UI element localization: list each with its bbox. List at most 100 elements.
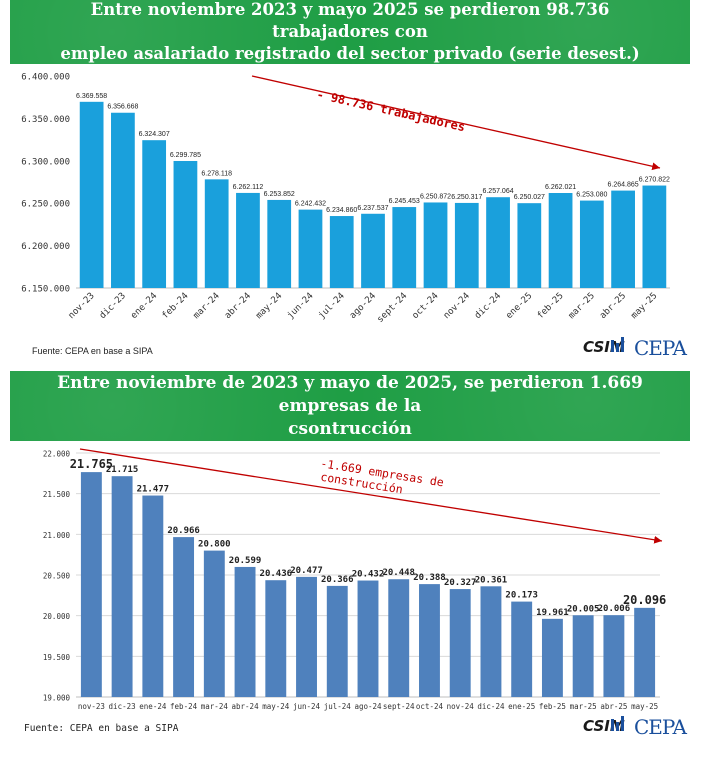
data-label: 20.432 xyxy=(352,570,385,580)
bar xyxy=(419,584,440,697)
x-tick-label: ene-25 xyxy=(508,702,535,711)
bar xyxy=(388,579,410,697)
data-label: 6.253.852 xyxy=(264,191,295,198)
bar xyxy=(517,203,542,288)
x-tick-label: abr-24 xyxy=(223,291,253,321)
data-label: 20.327 xyxy=(444,578,477,588)
x-tick-label: ene-25 xyxy=(504,291,534,321)
title-line-1: Entre noviembre 2023 y mayo 2025 se perd… xyxy=(90,0,610,41)
data-label: 20.388 xyxy=(413,573,446,583)
data-label: 20.448 xyxy=(382,568,415,578)
chart-title-banner: Entre noviembre 2023 y mayo 2025 se perd… xyxy=(10,0,690,64)
data-label: 6.264.865 xyxy=(608,182,639,189)
x-tick-label: abr-25 xyxy=(598,291,628,321)
x-tick-label: ago-24 xyxy=(354,702,382,711)
bar xyxy=(611,190,635,288)
data-label: 19.961 xyxy=(536,608,569,618)
chart-area: 6.150.000 6.200.000 6.250.000 6.300.000 6.35… xyxy=(10,64,690,370)
bar xyxy=(142,140,167,288)
svg-text:CSIM: CSIM xyxy=(583,338,625,356)
logos: CSIM CEPA xyxy=(582,334,687,360)
title-line-2: csontrucción xyxy=(288,418,412,439)
bar xyxy=(265,580,287,697)
data-label: 6.356.668 xyxy=(107,104,138,111)
data-label: 6.250.872 xyxy=(420,193,451,200)
y-tick-label: 19.000 xyxy=(43,694,71,703)
data-label: 20.599 xyxy=(229,556,262,566)
y-tick-label: 21.500 xyxy=(43,490,71,499)
x-tick-label: feb-24 xyxy=(160,291,190,321)
x-tick-label: jun-24 xyxy=(286,291,316,321)
data-label: 6.369.558 xyxy=(76,93,107,100)
x-tick-label: feb-25 xyxy=(536,291,566,321)
x-tick-label: jun-24 xyxy=(293,702,321,711)
x-tick-label: may-24 xyxy=(254,291,284,321)
bar-chart-companies: 19.000 19.500 20.000 20.500 21.000 21.500 22.0… xyxy=(43,448,666,711)
svg-text:CSIM: CSIM xyxy=(583,717,625,735)
csim-logo: CSIM xyxy=(582,334,626,358)
data-label: 20.436 xyxy=(260,569,293,579)
x-tick-label: mar-24 xyxy=(201,702,229,711)
x-tick-label: ene-24 xyxy=(129,291,159,321)
title-line-2: empleo asalariado registrado del sector … xyxy=(60,44,640,63)
bar xyxy=(326,585,348,697)
bar xyxy=(423,202,448,288)
x-tick-label: mar-25 xyxy=(567,291,597,321)
data-label: 6.234.860 xyxy=(326,207,357,214)
x-tick-label: abr-25 xyxy=(600,702,627,711)
chart-panel-workers: Entre noviembre 2023 y mayo 2025 se perd… xyxy=(10,0,690,370)
x-tick-label: jul-24 xyxy=(317,291,347,321)
data-label: 21.477 xyxy=(137,485,170,495)
cepa-logo: CEPA xyxy=(634,715,687,739)
data-label: 20.477 xyxy=(290,566,323,576)
bar xyxy=(173,160,198,288)
title-line-1: Entre noviembre de 2023 y mayo de 2025, … xyxy=(57,372,643,416)
data-label: 6.324.307 xyxy=(139,131,170,138)
data-label: 6.250.027 xyxy=(514,194,545,201)
cepa-logo: CEPA xyxy=(634,336,687,360)
data-label: 6.253.080 xyxy=(576,192,607,199)
bar xyxy=(173,537,195,697)
data-label: 6.245.453 xyxy=(389,198,420,205)
data-label: 6.299.785 xyxy=(170,152,201,159)
data-label: 6.270.822 xyxy=(639,177,670,184)
data-label: 6.278.118 xyxy=(201,170,232,177)
y-tick-label: 21.000 xyxy=(43,531,71,540)
bar xyxy=(642,185,667,288)
data-label: 6.262.112 xyxy=(233,184,264,191)
bar xyxy=(111,476,133,697)
bar xyxy=(548,193,573,288)
x-tick-label: feb-24 xyxy=(170,702,198,711)
chart-title-banner: Entre noviembre de 2023 y mayo de 2025, … xyxy=(10,371,690,441)
x-tick-label: feb-25 xyxy=(539,702,566,711)
csim-logo: CSIM xyxy=(582,713,626,737)
data-label: 21.765 xyxy=(70,457,113,471)
bar xyxy=(267,199,292,288)
bar xyxy=(392,207,417,288)
bar xyxy=(79,101,104,288)
x-tick-label: sept-24 xyxy=(383,702,415,711)
y-tick-label: 19.500 xyxy=(43,653,71,662)
x-tick-label: sept-24 xyxy=(375,291,409,325)
data-label: 6.242.432 xyxy=(295,201,326,208)
data-label: 20.800 xyxy=(198,540,231,550)
logos: CSIM CEPA xyxy=(582,713,687,739)
data-label: 6.237.537 xyxy=(357,205,388,212)
data-label: 20.361 xyxy=(475,575,508,585)
bar xyxy=(329,216,354,288)
data-label: 20.366 xyxy=(321,575,354,585)
source-note: Fuente: CEPA en base a SIPA xyxy=(24,723,179,734)
annotation-text: - 98.736 trabajadores xyxy=(315,87,466,134)
trend-arrow xyxy=(251,75,661,171)
y-tick-label: 6.400.000 xyxy=(21,73,70,83)
bar xyxy=(142,495,164,697)
data-label: 20.173 xyxy=(505,591,538,601)
trend-arrow xyxy=(79,448,663,544)
bar xyxy=(357,580,379,697)
bar xyxy=(480,586,502,697)
chart-area: 19.000 19.500 20.000 20.500 21.000 21.500 22.0… xyxy=(10,441,690,761)
data-label: 20.005 xyxy=(567,604,600,614)
y-tick-label: 20.500 xyxy=(43,572,71,581)
x-tick-label: abr-24 xyxy=(232,702,260,711)
y-tick-label: 6.200.000 xyxy=(21,242,70,252)
